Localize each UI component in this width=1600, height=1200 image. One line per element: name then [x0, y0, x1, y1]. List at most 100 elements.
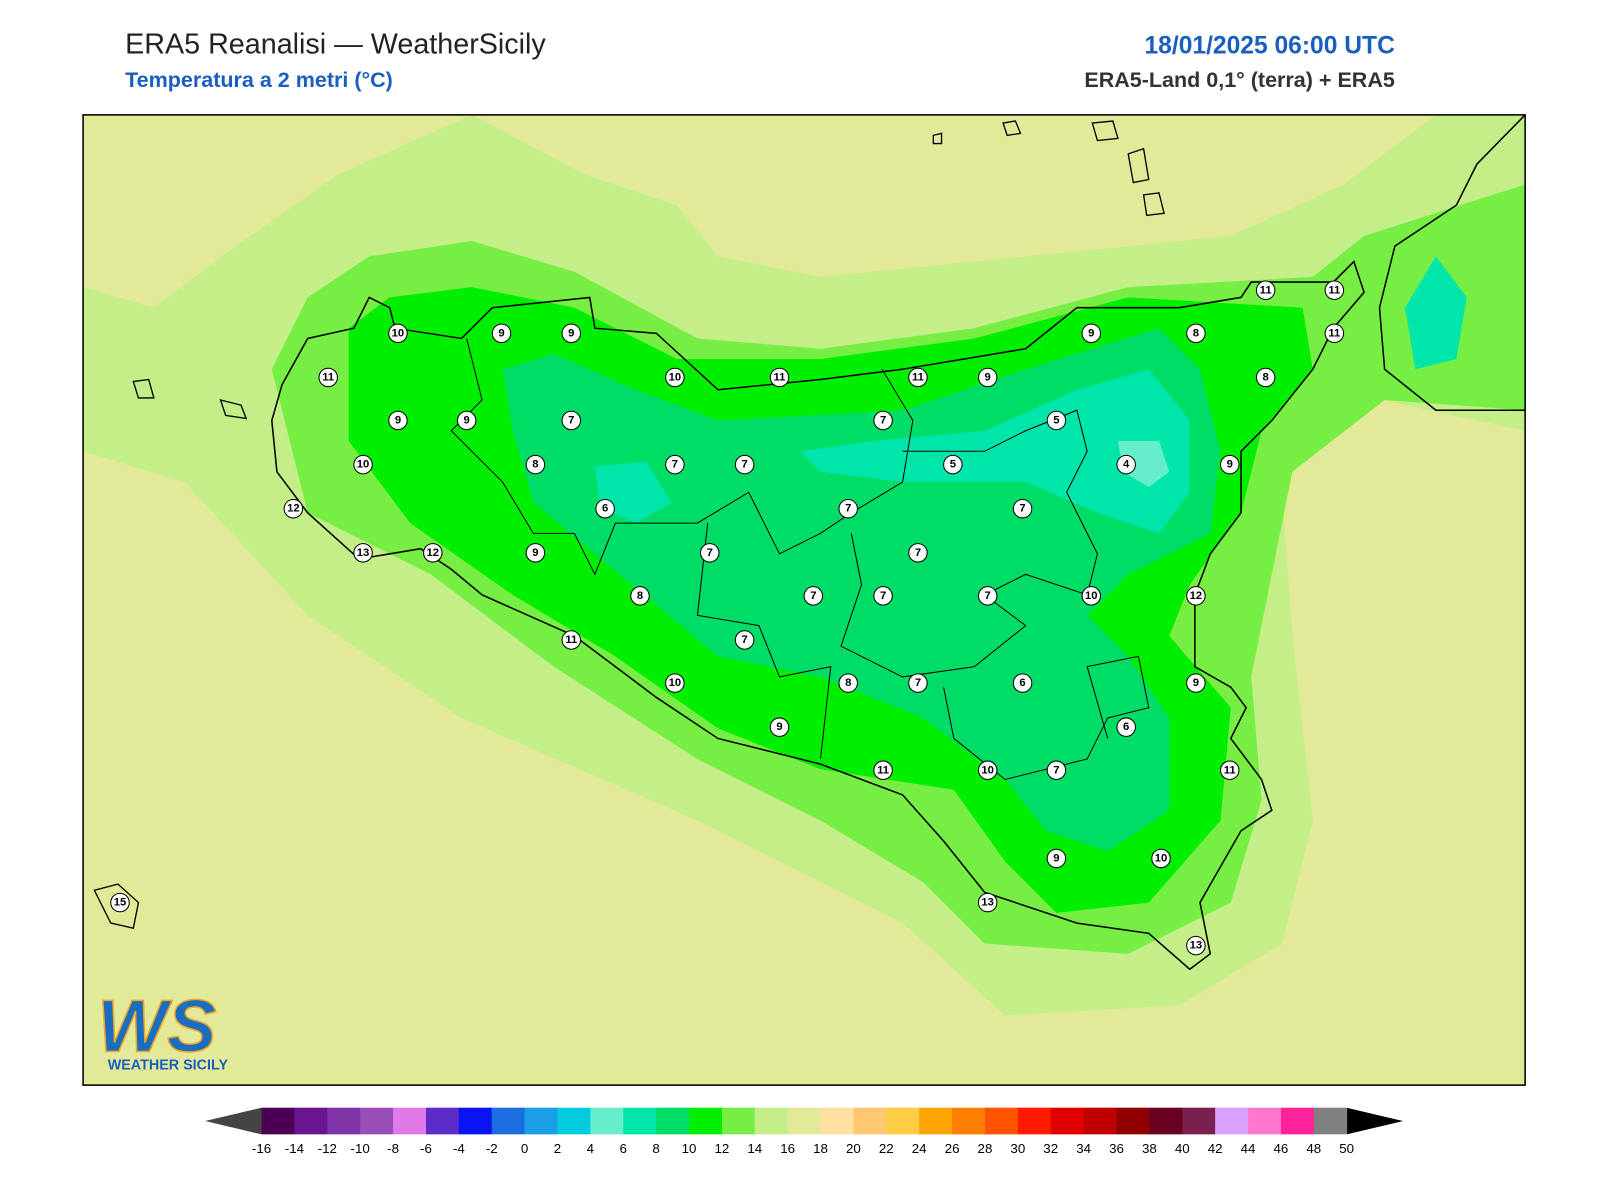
station-marker	[318, 367, 338, 388]
colorbar-label: 38	[1142, 1141, 1157, 1156]
colorbar-label: -10	[351, 1141, 370, 1156]
station: 9	[1046, 848, 1067, 869]
station-value: 13	[357, 547, 370, 559]
colorbar-segment	[952, 1107, 986, 1135]
colorbar-over	[1346, 1107, 1404, 1135]
station: 10	[388, 323, 408, 344]
station-marker	[1116, 454, 1136, 475]
station-marker	[943, 454, 963, 475]
colorbar-segment	[1116, 1107, 1150, 1135]
station-marker	[1012, 498, 1033, 519]
station: 10	[1081, 586, 1102, 606]
station: 13	[977, 892, 998, 913]
colorbar-label: 40	[1175, 1141, 1190, 1156]
station: 12	[283, 498, 304, 519]
stations: 10 9 9 11 10 11 11 9 9 8 11 11 11 8 9 9 7 7 5 10 8 7 7 5 4 9 12 6 7 7…	[110, 280, 1345, 956]
station-marker	[977, 367, 998, 388]
logo: WS WEATHER SICILY	[97, 984, 229, 1074]
colorbar-segment	[1050, 1107, 1085, 1135]
colorbar-label: 44	[1241, 1141, 1256, 1156]
colorbar-label: 18	[813, 1141, 828, 1156]
station: 7	[873, 586, 893, 606]
station: 7	[803, 586, 824, 606]
station: 8	[525, 454, 546, 475]
station-value: 9	[498, 327, 504, 339]
station-marker	[561, 323, 582, 344]
colorbar-segment	[425, 1107, 460, 1135]
colorbar: -16 -14 -12 -10 -8 -6 -4 -2 0 2 4 6 8 10 12 14 16 18 20 22 2…	[205, 1107, 1404, 1156]
station: 11	[908, 367, 928, 388]
station-value: 11	[1328, 284, 1340, 296]
station-value: 11	[565, 634, 577, 646]
station: 8	[1255, 367, 1276, 388]
station-value: 10	[357, 459, 370, 471]
station: 6	[1116, 717, 1136, 737]
station: 7	[734, 454, 755, 475]
colorbar-segment	[886, 1107, 920, 1135]
station-value: 10	[669, 371, 682, 383]
station-marker	[665, 454, 685, 475]
logo-mark: WS	[97, 984, 216, 1067]
station-value: 9	[776, 721, 782, 733]
station: 7	[561, 410, 582, 431]
station-marker	[353, 543, 373, 563]
station-value: 12	[1190, 590, 1203, 602]
station: 15	[110, 892, 130, 913]
band-4	[1117, 441, 1170, 488]
station-marker	[873, 586, 893, 606]
station-value: 9	[1053, 852, 1059, 864]
colorbar-segment	[820, 1107, 854, 1135]
colorbar-label: -16	[252, 1141, 271, 1156]
station: 9	[525, 543, 546, 563]
colorbar-segment	[1149, 1107, 1183, 1135]
colorbar-label: -6	[420, 1141, 432, 1156]
station-value: 9	[532, 547, 538, 559]
colorbar-label: 20	[846, 1141, 861, 1156]
station-marker	[1116, 717, 1136, 737]
station: 9	[977, 367, 998, 388]
station-value: 7	[915, 677, 921, 689]
station-marker	[1186, 586, 1206, 606]
station: 4	[1116, 454, 1136, 475]
station-marker	[803, 586, 824, 606]
colorbar-label: 22	[879, 1141, 894, 1156]
station-marker	[525, 454, 546, 475]
station: 8	[838, 673, 858, 693]
station: 9	[1186, 673, 1206, 693]
colorbar-label: -12	[318, 1141, 337, 1156]
subtitle: Temperatura a 2 metri (°C)	[125, 68, 393, 92]
colorbar-segment	[1182, 1107, 1216, 1135]
station-marker	[769, 717, 790, 737]
station: 11	[873, 760, 893, 780]
station: 7	[1046, 760, 1067, 780]
station-value: 11	[1224, 764, 1236, 776]
station-marker	[873, 760, 893, 780]
colorbar-label: 14	[747, 1141, 762, 1156]
station-marker	[769, 367, 790, 388]
station-value: 11	[1328, 327, 1340, 339]
colorbar-label: -4	[453, 1141, 465, 1156]
station-value: 11	[322, 371, 334, 383]
station-value: 15	[114, 897, 127, 909]
station: 12	[423, 543, 443, 563]
station-marker	[630, 586, 650, 606]
logo-name: WEATHER SICILY	[108, 1058, 229, 1074]
station-marker	[1081, 323, 1102, 344]
station-marker	[110, 892, 130, 913]
station-value: 7	[915, 547, 921, 559]
station: 12	[1186, 586, 1206, 606]
station-value: 13	[981, 897, 994, 909]
station-value: 4	[1123, 459, 1130, 471]
station: 10	[665, 367, 685, 388]
station-marker	[456, 410, 477, 431]
station-marker	[1324, 280, 1345, 300]
colorbar-label: -2	[486, 1141, 498, 1156]
colorbar-segment	[261, 1107, 295, 1135]
station-marker	[1255, 280, 1276, 300]
colorbar-under	[205, 1107, 262, 1135]
station-marker	[908, 673, 928, 693]
station-value: 10	[981, 764, 994, 776]
colorbar-segment	[1280, 1107, 1315, 1135]
colorbar-label: 24	[912, 1141, 927, 1156]
station-value: 9	[395, 415, 401, 427]
